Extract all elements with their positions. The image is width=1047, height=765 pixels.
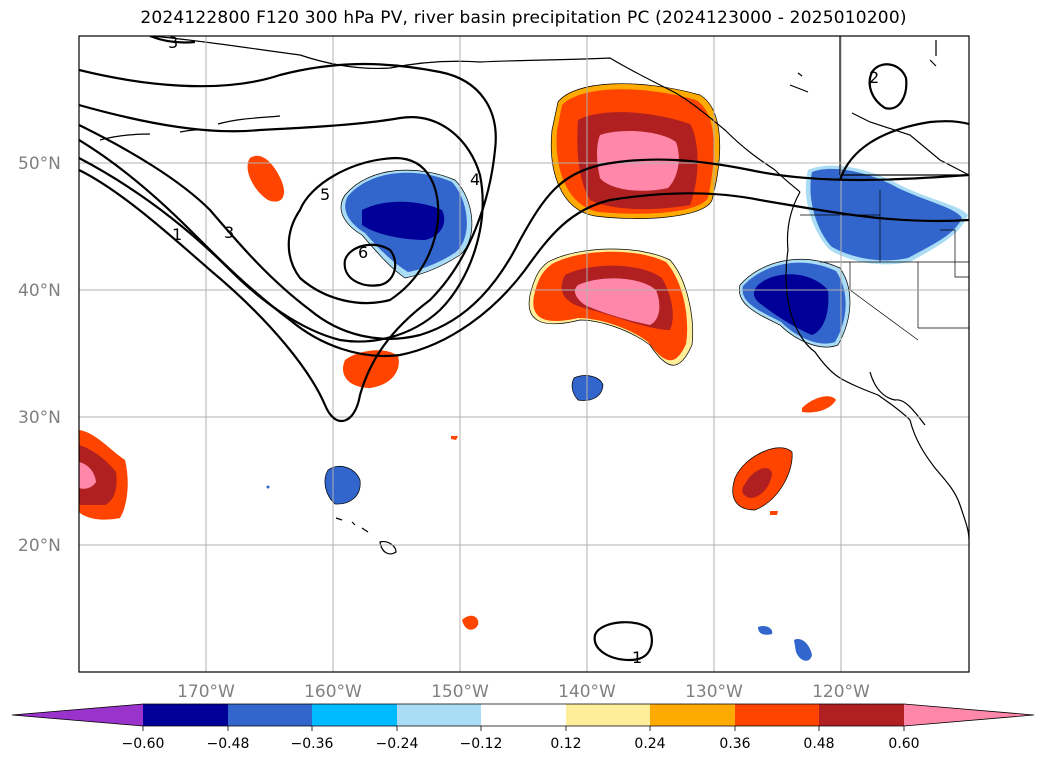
positive-anomaly-central-pacific bbox=[529, 248, 693, 366]
positive-anomaly-subtropics bbox=[732, 447, 793, 510]
colorbar-segment bbox=[819, 704, 904, 726]
colorbar-extend-high bbox=[904, 704, 1034, 726]
negative-anomaly-small bbox=[572, 375, 603, 401]
colorbar: −0.60 −0.48 −0.36 −0.24 −0.12 0.12 0.24 … bbox=[11, 703, 1035, 752]
longitude-labels: 170°W 160°W 150°W 140°W 130°W 120°W bbox=[177, 682, 870, 702]
positive-anomaly-small bbox=[247, 155, 285, 202]
positive-anomaly-ne-pacific bbox=[551, 83, 720, 219]
negative-anomaly-california bbox=[739, 259, 850, 348]
lat-tick-label: 40°N bbox=[18, 281, 61, 301]
map-frame bbox=[78, 35, 970, 673]
pv-label: 4 bbox=[470, 170, 480, 189]
lat-tick-label: 50°N bbox=[18, 154, 61, 174]
colorbar-segment bbox=[650, 704, 735, 726]
colorbar-segment bbox=[566, 704, 650, 726]
latitude-labels: 50°N 40°N 30°N 20°N bbox=[18, 154, 61, 556]
colorbar-segment bbox=[312, 704, 397, 726]
colorbar-label: 0.48 bbox=[803, 736, 834, 752]
colorbar-label: 0.24 bbox=[634, 736, 665, 752]
colorbar-label: 0.60 bbox=[888, 736, 919, 752]
map-title: 2024122800 F120 300 hPa PV, river basin … bbox=[140, 8, 907, 28]
positive-anomaly-small bbox=[462, 615, 479, 630]
lon-tick-label: 120°W bbox=[812, 682, 870, 702]
state-boundaries bbox=[800, 190, 969, 341]
lon-tick-label: 150°W bbox=[431, 682, 489, 702]
lat-tick-label: 30°N bbox=[18, 408, 61, 428]
lat-tick-label: 20°N bbox=[18, 536, 61, 556]
pv-label: 2 bbox=[869, 68, 879, 87]
pv-label: 3 bbox=[224, 223, 234, 242]
colorbar-label: −0.48 bbox=[207, 736, 250, 752]
colorbar-label: −0.24 bbox=[376, 736, 419, 752]
positive-anomaly-small bbox=[802, 396, 836, 413]
lon-tick-label: 170°W bbox=[177, 682, 235, 702]
negative-anomaly-small bbox=[324, 466, 361, 505]
pv-label: 3 bbox=[168, 33, 178, 52]
colorbar-segment bbox=[397, 704, 481, 726]
colorbar-label: −0.12 bbox=[460, 736, 503, 752]
pv-label: 5 bbox=[320, 185, 330, 204]
gridlines bbox=[79, 36, 969, 672]
lon-tick-label: 130°W bbox=[685, 682, 743, 702]
pv-label: 1 bbox=[632, 648, 642, 667]
pv-label: 1 bbox=[172, 225, 182, 244]
map-background bbox=[79, 36, 969, 672]
colorbar-segment bbox=[735, 704, 819, 726]
colorbar-segment bbox=[143, 704, 228, 726]
lon-tick-label: 160°W bbox=[304, 682, 362, 702]
pv-label: 6 bbox=[358, 243, 368, 262]
colorbar-label: −0.36 bbox=[291, 736, 334, 752]
colorbar-segment bbox=[228, 704, 312, 726]
colorbar-segment bbox=[481, 704, 566, 726]
pv-contours bbox=[79, 36, 969, 662]
pv-contour-labels: 2 3 1 3 4 5 6 1 bbox=[168, 33, 879, 667]
negative-anomaly-interior bbox=[805, 165, 968, 265]
colorbar-label: −0.60 bbox=[122, 736, 165, 752]
colorbar-extend-low bbox=[12, 704, 143, 726]
colorbar-label: 0.36 bbox=[719, 736, 750, 752]
colorbar-label: 0.12 bbox=[550, 736, 581, 752]
lon-tick-label: 140°W bbox=[558, 682, 616, 702]
positive-anomaly-west-edge bbox=[79, 430, 128, 520]
